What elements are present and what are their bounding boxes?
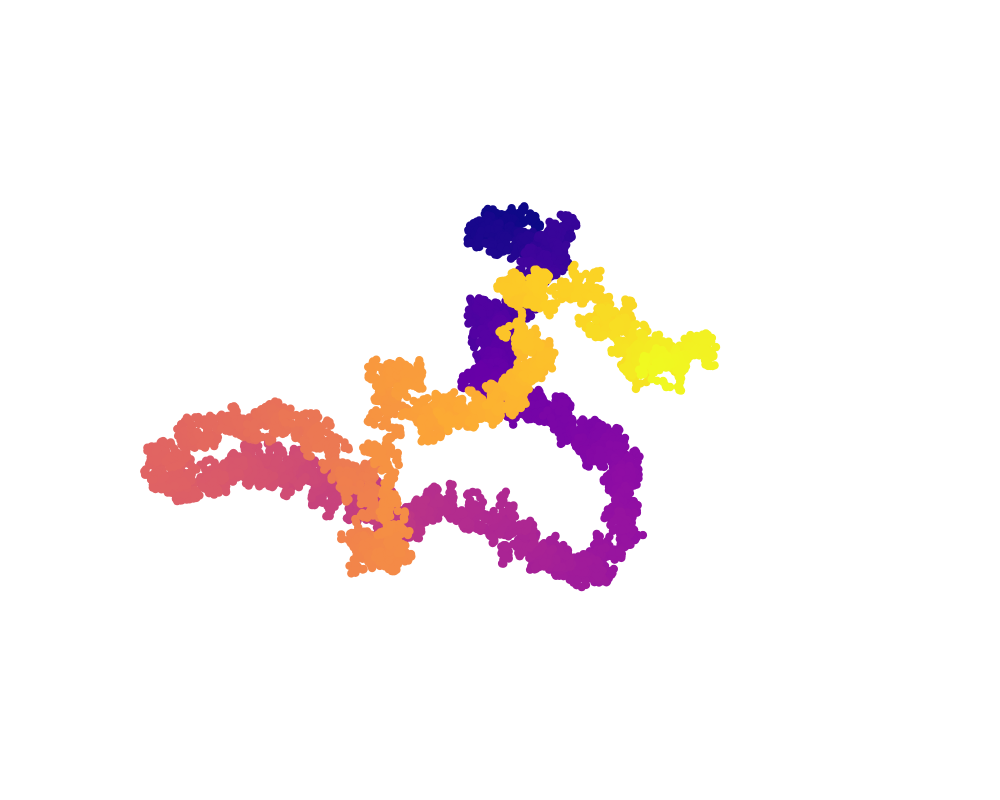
scatter-points xyxy=(140,202,721,592)
scatter-point xyxy=(543,406,552,415)
scatter-point xyxy=(488,533,497,542)
scatter-point xyxy=(560,415,569,424)
scatter-point xyxy=(554,248,563,257)
scatter-point xyxy=(478,309,487,318)
scatter-point xyxy=(467,318,477,327)
scatter-point xyxy=(442,507,451,516)
scatter-point xyxy=(605,440,614,449)
scatter-point xyxy=(561,398,570,408)
scatter-point xyxy=(537,230,546,240)
scatter-point xyxy=(618,525,627,535)
scatter-point xyxy=(475,233,484,242)
scatter-point xyxy=(476,226,486,235)
scatter-point xyxy=(474,381,483,390)
scatter-point xyxy=(560,242,570,251)
scatter-point xyxy=(445,488,454,497)
scatter-point xyxy=(502,245,512,255)
scatter-point xyxy=(546,413,556,422)
scatter-point xyxy=(528,532,537,541)
scatter-point xyxy=(426,515,435,524)
scatter-point xyxy=(464,305,474,314)
scatter-point xyxy=(510,248,520,258)
scatter-point xyxy=(475,362,484,372)
scatter-point xyxy=(620,534,629,544)
scatter-point xyxy=(471,329,480,338)
scatter-point xyxy=(531,408,540,418)
scatter-point xyxy=(477,296,486,305)
scatter-point xyxy=(448,480,457,489)
scatter-point xyxy=(523,409,532,419)
scatter-point xyxy=(489,248,498,257)
scatter-point xyxy=(546,546,555,556)
